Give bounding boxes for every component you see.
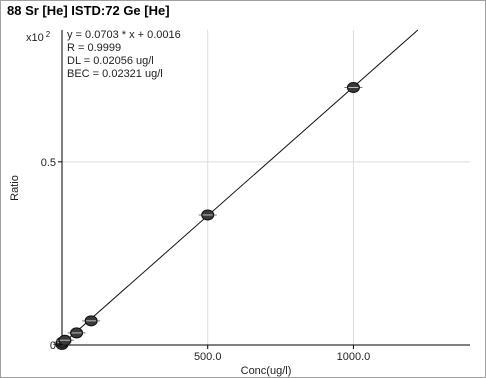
data-point — [344, 82, 363, 94]
fit-annotation-line: y = 0.0703 * x + 0.0016 — [67, 29, 181, 41]
data-point — [67, 327, 86, 339]
y-axis-label: Ratio — [9, 175, 21, 201]
data-point — [55, 334, 74, 346]
chart-title: 88 Sr [He] ISTD:72 Ge [He] — [7, 3, 170, 18]
axes-layer — [61, 30, 470, 346]
y-tick-label: 0 — [50, 340, 56, 352]
y-tick-label: 0.5 — [41, 157, 56, 169]
x-tick-label: 1000.0 — [337, 351, 371, 363]
y-multiplier-exponent: 2 — [46, 30, 51, 39]
x-axis-label: Conc(ug/l) — [241, 365, 292, 377]
labels-layer: Conc(ug/l) Ratio x10 2 — [9, 30, 291, 377]
fit-annotation-line: DL = 0.02056 ug/l — [67, 55, 154, 67]
points-layer — [53, 82, 363, 350]
fit-annotation-line: BEC = 0.02321 ug/l — [67, 68, 163, 80]
data-point — [82, 315, 101, 327]
fit-annotation-line: R = 0.9999 — [67, 42, 121, 54]
x-tick-label: 500.0 — [194, 351, 222, 363]
ticks-layer: 500.0 1000.0 0 0.5 — [41, 157, 371, 363]
y-multiplier-label: x10 2 — [26, 30, 51, 44]
fit-layer — [61, 29, 419, 345]
y-multiplier-base: x10 — [26, 32, 44, 44]
data-point — [198, 209, 217, 221]
fit-line — [61, 29, 419, 345]
